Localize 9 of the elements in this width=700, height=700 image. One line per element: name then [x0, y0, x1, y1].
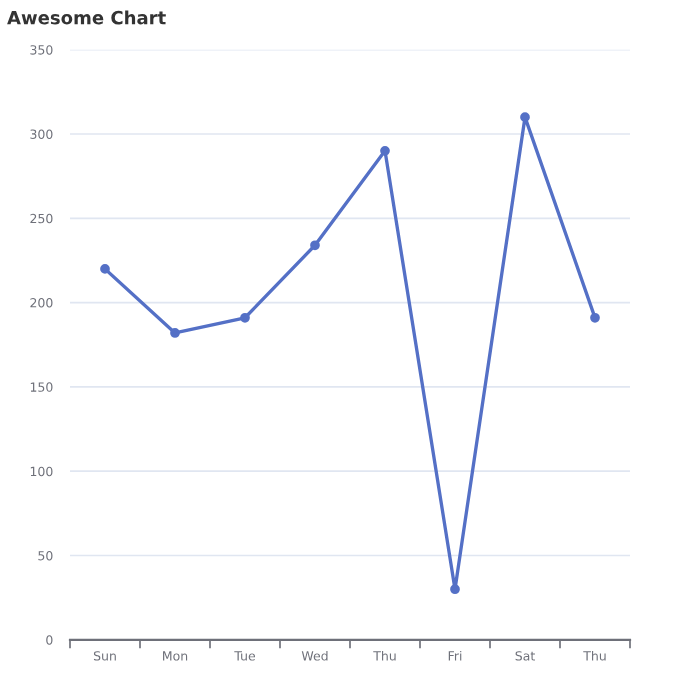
point	[100, 264, 110, 274]
point	[520, 112, 530, 122]
point	[380, 146, 390, 156]
point	[450, 584, 460, 595]
chart-title: Awesome Chart	[7, 10, 166, 25]
point	[170, 328, 180, 338]
point	[590, 312, 600, 323]
point	[240, 312, 250, 323]
point	[310, 240, 320, 251]
